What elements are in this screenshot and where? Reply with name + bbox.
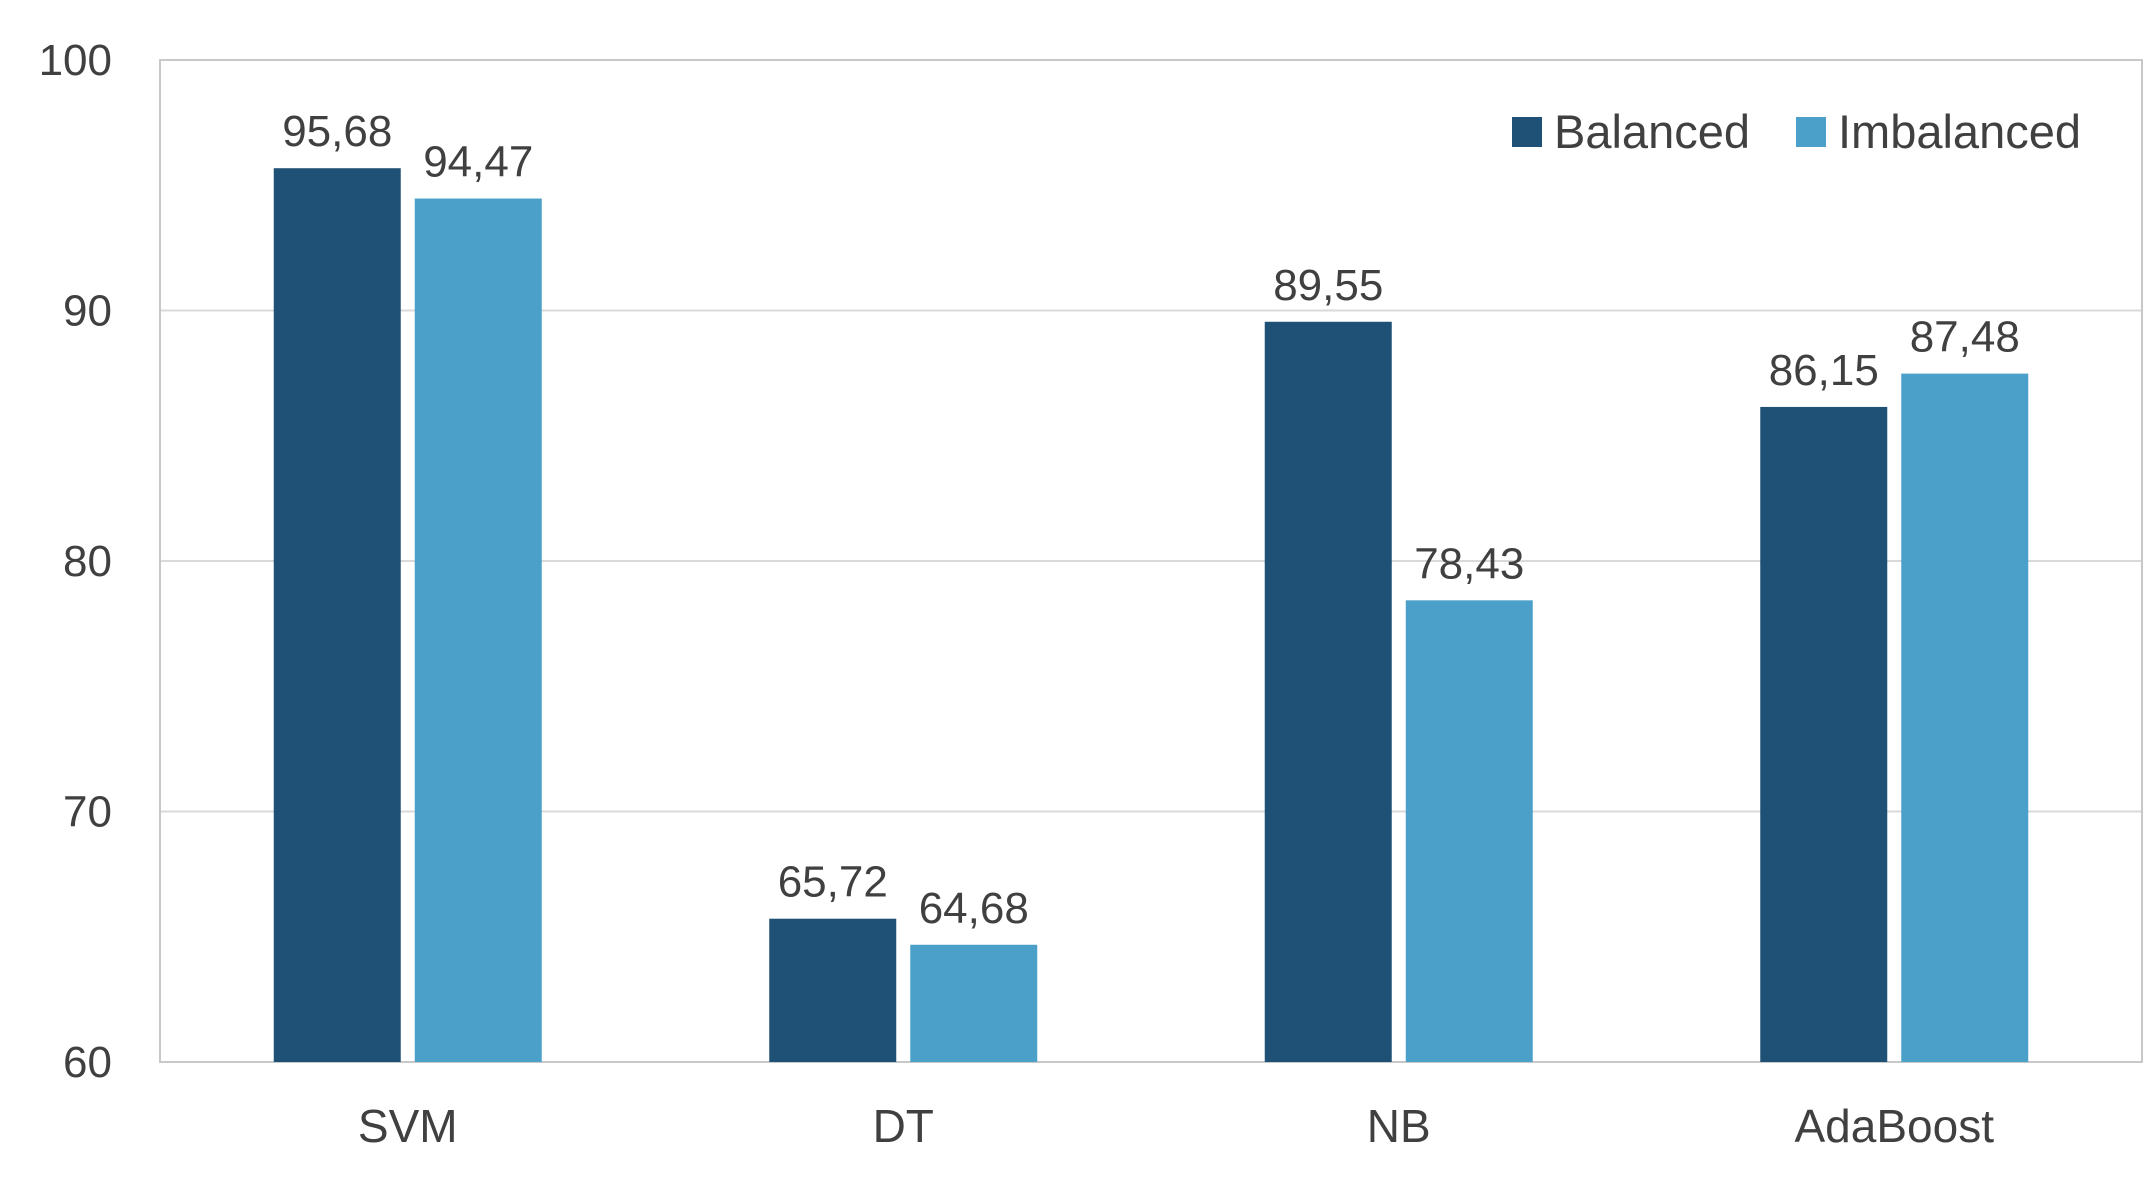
bar-balanced-nb: [1264, 321, 1392, 1063]
legend-swatch-balanced: [1512, 117, 1542, 147]
data-label: 64,68: [919, 884, 1029, 933]
y-tick-label: 70: [63, 788, 112, 837]
data-label: 94,47: [423, 138, 533, 187]
y-tick-label: 100: [39, 36, 112, 85]
y-tick-label: 80: [63, 537, 112, 586]
y-tick-label: 60: [63, 1038, 112, 1087]
legend-label-balanced: Balanced: [1554, 105, 1750, 158]
bar-balanced-dt: [769, 918, 897, 1062]
x-tick-label: SVM: [358, 1100, 458, 1152]
bar-imbalanced-adaboost: [1901, 373, 2029, 1063]
x-axis-labels: SVM DT NB AdaBoost: [358, 1100, 1994, 1152]
data-label: 95,68: [282, 107, 392, 156]
legend-label-imbalanced: Imbalanced: [1838, 105, 2081, 158]
legend-swatch-imbalanced: [1796, 117, 1826, 147]
bar-imbalanced-nb: [1405, 600, 1533, 1062]
data-label: 65,72: [778, 858, 888, 907]
bar-balanced-svm: [273, 168, 401, 1062]
bar-imbalanced-svm: [414, 198, 542, 1063]
data-label: 87,48: [1910, 313, 2020, 362]
bars: [273, 168, 2029, 1063]
x-tick-label: AdaBoost: [1795, 1100, 1995, 1152]
x-tick-label: NB: [1367, 1100, 1431, 1152]
data-label: 78,43: [1414, 539, 1524, 588]
data-labels: 95,68 94,47 65,72 64,68 89,55 78,43 86,15 87,48: [282, 107, 2020, 933]
data-label: 89,55: [1273, 261, 1383, 310]
plot-area-frame: [159, 59, 2143, 1063]
y-axis-ticks: 60 70 80 90 100: [39, 36, 112, 1087]
x-tick-label: DT: [873, 1100, 934, 1152]
legend: Balanced Imbalanced: [1512, 105, 2081, 158]
bar-imbalanced-dt: [910, 944, 1038, 1062]
y-tick-label: 90: [63, 287, 112, 336]
bar-balanced-adaboost: [1760, 406, 1888, 1062]
data-label: 86,15: [1769, 346, 1879, 395]
